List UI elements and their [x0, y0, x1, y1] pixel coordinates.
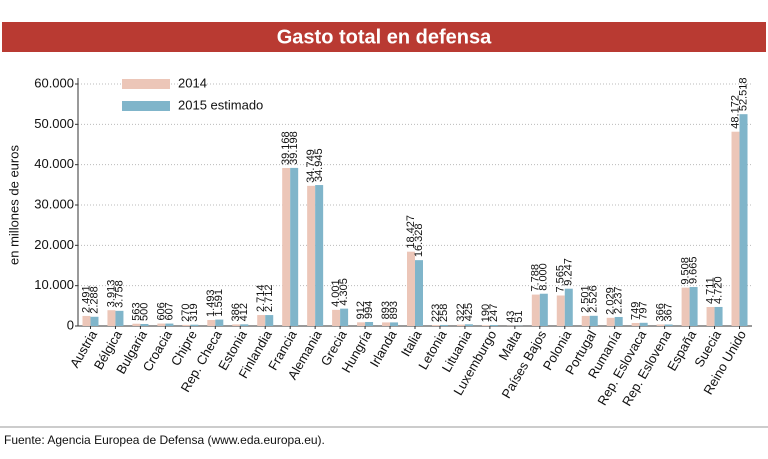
bar — [440, 325, 448, 326]
value-label: 8.000 — [538, 263, 550, 291]
bar — [257, 315, 265, 326]
value-label: 52.518 — [737, 78, 749, 112]
bar — [582, 316, 590, 326]
legend-label: 2015 estimado — [178, 97, 263, 112]
bar — [107, 310, 115, 326]
value-label: 51 — [513, 311, 525, 323]
value-label: 9.247 — [563, 258, 575, 286]
bar — [82, 316, 90, 326]
bar — [332, 310, 340, 326]
bar — [565, 289, 573, 326]
bar — [490, 325, 498, 326]
chart-title: Gasto total en defensa — [277, 26, 492, 48]
value-label: 34.945 — [313, 148, 325, 182]
bar — [215, 320, 223, 326]
value-label: 412 — [238, 303, 250, 321]
bar — [665, 325, 673, 326]
bar — [190, 325, 198, 326]
y-axis-label: en millones de euros — [6, 145, 21, 265]
bar — [290, 168, 298, 326]
bar — [740, 114, 748, 326]
bar — [407, 252, 415, 326]
value-label: 500 — [138, 303, 150, 321]
bar — [415, 260, 423, 326]
y-tick-label: 30.000 — [34, 196, 74, 211]
y-tick-label: 20.000 — [34, 237, 74, 252]
bar — [632, 323, 640, 326]
bar — [690, 287, 698, 326]
value-label: 4.305 — [338, 278, 350, 306]
bar — [307, 186, 315, 326]
value-label: 39.198 — [288, 131, 300, 165]
y-tick-label: 10.000 — [34, 277, 74, 292]
value-label: 797 — [638, 301, 650, 319]
bar — [607, 318, 615, 326]
value-label: 9.665 — [687, 256, 699, 284]
bar — [532, 295, 540, 326]
bar — [432, 325, 440, 326]
bar — [557, 295, 565, 326]
y-tick-label: 50.000 — [34, 116, 74, 131]
bar — [465, 324, 473, 326]
value-label: 425 — [463, 303, 475, 321]
value-label: 247 — [488, 304, 500, 322]
bar — [357, 322, 365, 326]
bar — [732, 132, 740, 326]
bar — [265, 315, 273, 326]
value-label: 2.526 — [588, 285, 600, 313]
value-label: 3.758 — [113, 280, 125, 308]
legend-swatch — [122, 79, 170, 89]
bar — [282, 168, 290, 326]
y-tick-label: 40.000 — [34, 156, 74, 171]
value-label: 607 — [163, 302, 175, 320]
bar — [240, 324, 248, 326]
bar — [640, 323, 648, 326]
bar — [132, 324, 140, 326]
bar — [165, 324, 173, 326]
bar — [615, 317, 623, 326]
bar — [382, 322, 390, 326]
bar — [540, 294, 548, 326]
bar — [340, 309, 348, 326]
y-tick-label: 60.000 — [34, 75, 74, 90]
x-tick-label: Irlanda — [367, 327, 400, 370]
value-label: 258 — [438, 304, 450, 322]
value-label: 2.237 — [613, 286, 625, 314]
value-label: 893 — [388, 301, 400, 319]
bar — [140, 324, 148, 326]
y-tick-label: 0 — [67, 317, 74, 332]
value-label: 994 — [363, 301, 375, 319]
bar — [232, 324, 240, 326]
bar — [715, 307, 723, 326]
legend-label: 2014 — [178, 75, 207, 90]
value-label: 319 — [188, 303, 200, 321]
value-label: 4.720 — [712, 276, 724, 304]
bar — [482, 325, 490, 326]
bar — [657, 325, 665, 326]
value-label: 367 — [663, 303, 675, 321]
value-label: 2.712 — [263, 285, 275, 313]
bar — [115, 311, 123, 326]
bar — [390, 322, 398, 326]
bar — [157, 324, 165, 326]
bar — [682, 288, 690, 326]
bar — [315, 185, 323, 326]
bar — [590, 316, 598, 326]
bar — [707, 307, 715, 326]
bar — [457, 325, 465, 326]
bar — [182, 325, 190, 326]
value-label: 2.288 — [88, 286, 100, 314]
bar — [365, 322, 373, 326]
value-label: 1.591 — [213, 289, 225, 317]
bar — [207, 320, 215, 326]
legend-swatch — [122, 101, 170, 111]
source: Fuente: Agencia Europea de Defensa (www.… — [4, 433, 325, 447]
bar — [90, 317, 98, 326]
value-label: 16.328 — [413, 223, 425, 257]
